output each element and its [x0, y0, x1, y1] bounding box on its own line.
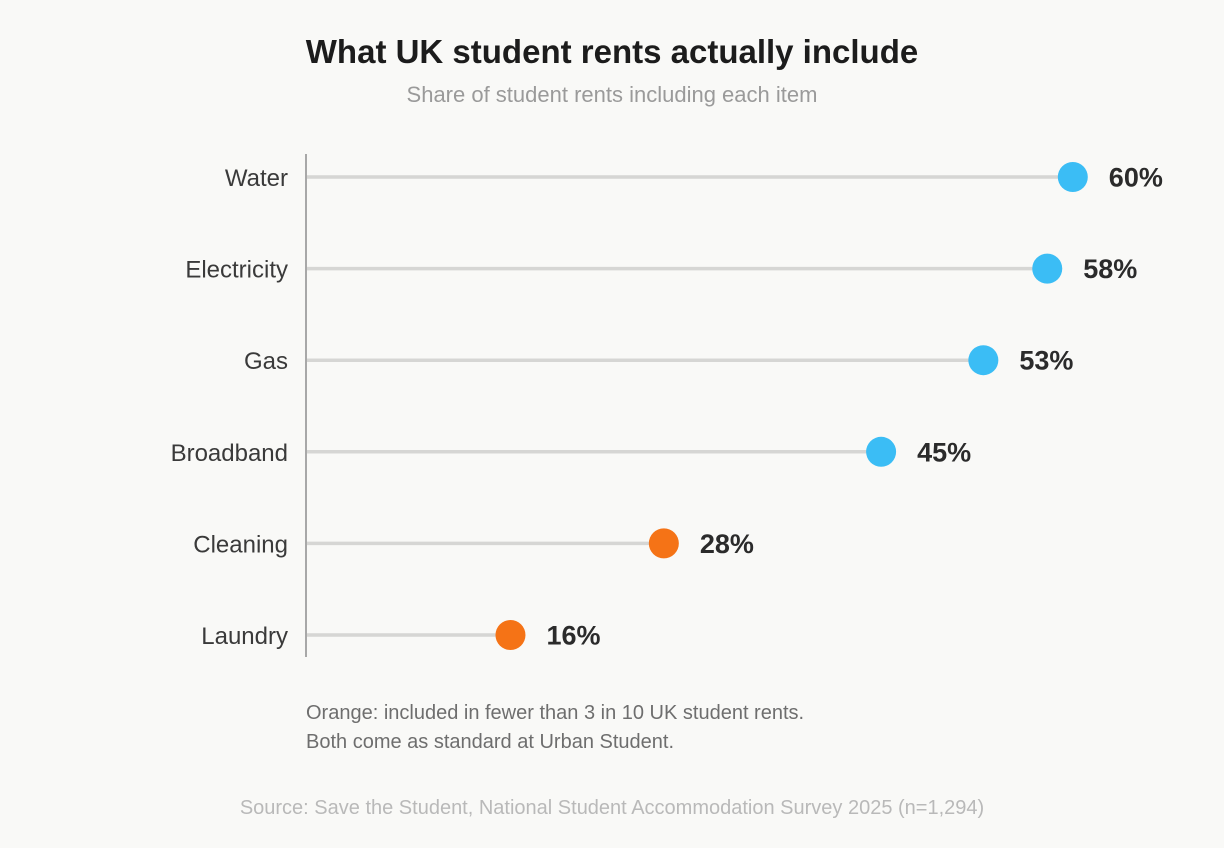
- dots-group: [495, 162, 1088, 650]
- chart-title: What UK student rents actually include: [305, 33, 919, 70]
- value-label-broadband: 45%: [917, 437, 971, 467]
- category-label-cleaning: Cleaning: [193, 531, 288, 558]
- value-labels-group: 60% 58% 53% 45% 28% 16%: [546, 163, 1162, 651]
- value-label-water: 60%: [1109, 163, 1163, 193]
- value-label-gas: 53%: [1019, 346, 1073, 376]
- dot-cleaning: [648, 528, 679, 559]
- annotation-line-1: Orange: included in fewer than 3 in 10 U…: [306, 702, 805, 724]
- category-label-gas: Gas: [244, 348, 288, 375]
- value-label-laundry: 16%: [546, 621, 600, 651]
- dot-gas: [968, 345, 999, 376]
- dot-electricity: [1032, 253, 1063, 284]
- category-label-water: Water: [225, 165, 288, 192]
- category-labels-group: Water Electricity Gas Broadband Cleaning Laun…: [171, 165, 288, 650]
- category-label-laundry: Laundry: [201, 623, 288, 650]
- annotation-line-2: Both come as standard at Urban Student.: [306, 731, 674, 753]
- chart-subtitle: Share of student rents including each it…: [406, 82, 818, 107]
- annotation-note: Orange: included in fewer than 3 in 10 U…: [306, 699, 804, 757]
- dot-water: [1057, 162, 1088, 192]
- stems-group: [306, 175, 1073, 637]
- value-label-electricity: 58%: [1083, 254, 1137, 284]
- category-label-broadband: Broadband: [171, 440, 288, 467]
- category-label-electricity: Electricity: [185, 257, 288, 284]
- dot-broadband: [866, 436, 897, 467]
- source-note: Source: Save the Student, National Stude…: [239, 797, 985, 819]
- dot-laundry: [495, 620, 526, 650]
- value-label-cleaning: 28%: [700, 529, 754, 559]
